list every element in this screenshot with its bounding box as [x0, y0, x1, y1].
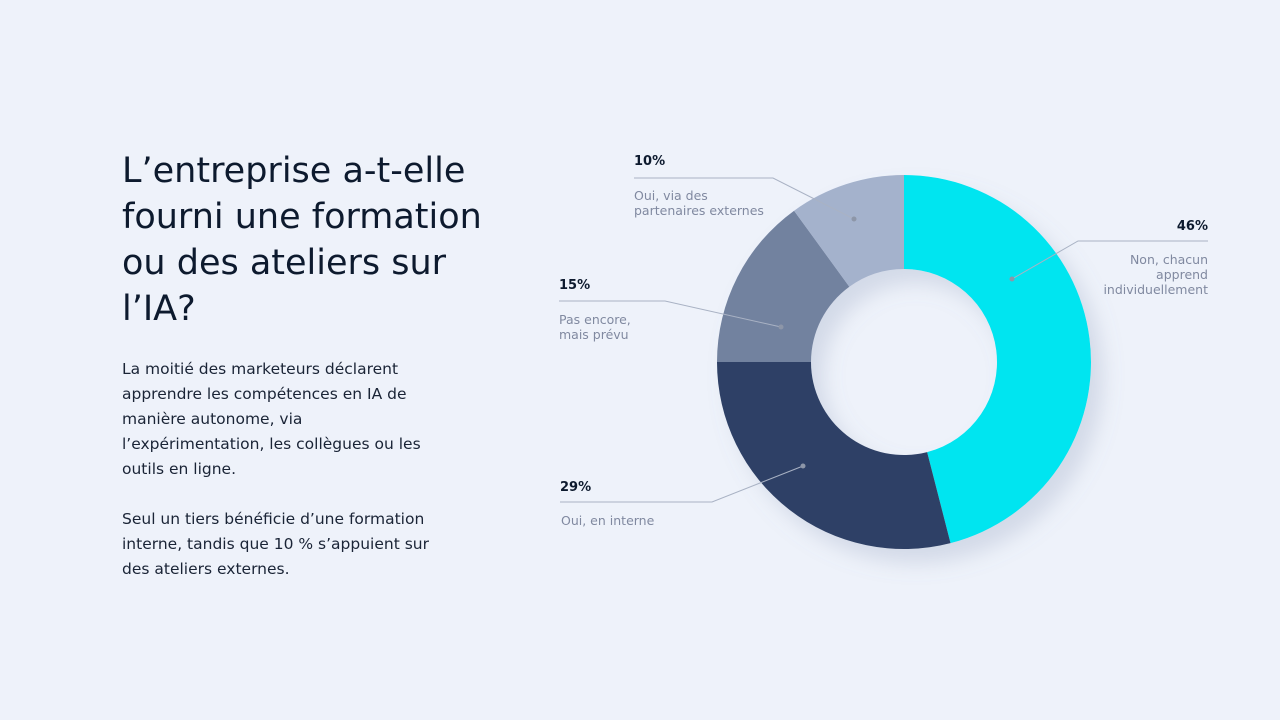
- leader-line: [1011, 240, 1208, 280]
- leader-dot: [778, 324, 784, 330]
- description: Seul un tiers bénéficie d’une formation …: [122, 510, 429, 578]
- value-label: 15%: [559, 278, 591, 293]
- leader-line: [560, 465, 804, 503]
- leader-line: [559, 300, 782, 328]
- value-label: 10%: [634, 154, 666, 169]
- leader-line: [634, 177, 855, 220]
- category-label: Oui, en interne: [561, 513, 655, 528]
- value-label: 46%: [1176, 219, 1208, 234]
- slide-title: L’entreprise a-t-elle fourni une formati…: [122, 151, 482, 329]
- donut-slice: [717, 210, 850, 362]
- leaders: [559, 177, 1208, 503]
- leader-dot: [851, 216, 857, 222]
- donut-slice: [904, 175, 1091, 544]
- category-label: Oui, via des partenaires externes: [634, 188, 764, 218]
- leader-dot: [800, 463, 806, 469]
- leader-dot: [1009, 276, 1015, 282]
- category-label: Non, chacun apprend individuellement: [1103, 252, 1208, 297]
- donut-slice: [717, 362, 951, 549]
- value-label: 29%: [560, 480, 592, 495]
- category-label: Pas encore, mais prévu: [559, 312, 631, 342]
- donut: [717, 175, 1091, 549]
- description: La moitié des marketeurs déclarent appre…: [122, 360, 421, 478]
